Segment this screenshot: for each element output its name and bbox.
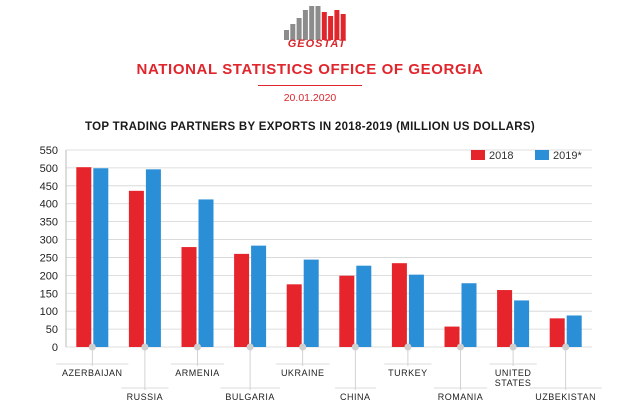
category-marker [299,343,307,351]
y-tick-label: 350 [40,217,58,229]
category-marker [351,343,359,351]
bar-2018 [234,253,250,347]
category-marker [457,343,464,351]
logo-bar [328,16,334,40]
x-tick-label: UKRAINE [281,368,325,378]
x-tick-label: UNITED [495,368,532,378]
chart-title: TOP TRADING PARTNERS BY EXPORTS IN 2018-… [85,121,535,133]
header-divider [258,85,362,86]
bar-2019* [251,245,267,347]
bar-2018 [181,247,197,347]
logo-bar [284,30,289,40]
x-tick-label: RUSSIA [127,392,164,402]
legend-label: 2018 [489,150,513,162]
bar-2019* [461,283,477,347]
logo-bar [315,6,321,40]
bar-2018 [286,284,302,347]
logo-bar [340,14,346,40]
y-tick-label: 250 [40,252,58,264]
bar-2019* [514,300,530,347]
x-tick-label: BULGARIA [225,392,275,402]
axes: 0 50 100 150 200 250 300 350 400 450 500 550 AZERBAI… [40,145,602,402]
logo-bar [334,10,340,40]
bar-2019* [198,199,214,347]
x-tick-label: AZERBAIJAN [62,368,123,378]
report-header: GEOSTAT NATIONAL STATISTICS OFFICE OF GE… [0,0,620,133]
legend-swatch-2019* [535,150,549,160]
category-marker [88,343,96,351]
logo-text: GEOSTAT [287,38,347,50]
bar-2019* [145,169,161,347]
bar-2018 [497,290,513,347]
y-tick-label: 450 [40,181,58,193]
report-date: 20.01.2020 [283,92,337,104]
bar-2019* [408,274,424,347]
legend-label: 2019* [553,150,582,162]
category-marker [509,343,517,351]
bar-2018 [339,275,355,347]
bar-2019* [356,265,372,347]
category-marker [141,343,149,351]
bar-2018 [444,326,460,347]
x-tick-label: TURKEY [388,368,428,378]
x-tick-label: ROMANIA [438,392,484,402]
bar-2018 [128,190,144,347]
bars [76,167,582,347]
category-marker [246,343,254,351]
category-marker [562,343,570,351]
x-tick-label: CHINA [340,392,371,402]
logo-bar [302,10,308,40]
x-tick-label: UZBEKISTAN [535,392,596,402]
logo-bar [321,12,327,40]
x-tick-label: STATES [495,378,532,388]
bar-2018 [549,318,565,347]
y-tick-label: 150 [40,288,58,300]
y-tick-label: 500 [40,163,58,175]
y-tick-label: 400 [40,199,58,211]
category-marker [194,343,201,351]
logo-bar [296,18,302,40]
y-tick-label: 50 [46,324,58,336]
y-tick-label: 100 [40,306,58,318]
geostat-logo-icon [284,6,346,40]
bar-2018 [76,167,92,347]
bar-2018 [391,263,407,347]
office-title: NATIONAL STATISTICS OFFICE OF GEORGIA [136,61,484,78]
x-tick-label: ARMENIA [175,368,220,378]
category-marker [404,343,412,351]
logo-bar [309,6,315,40]
bar-2019* [566,315,582,347]
y-tick-label: 550 [40,145,58,157]
gridlines [66,149,592,348]
legend: 2018 2019* [471,150,582,162]
legend-swatch-2018 [471,150,485,160]
y-tick-label: 0 [52,342,58,354]
bar-2019* [93,168,109,347]
logo-bar [290,24,296,40]
y-tick-label: 200 [40,270,58,282]
y-tick-label: 300 [40,235,58,247]
bar-2019* [303,259,319,347]
